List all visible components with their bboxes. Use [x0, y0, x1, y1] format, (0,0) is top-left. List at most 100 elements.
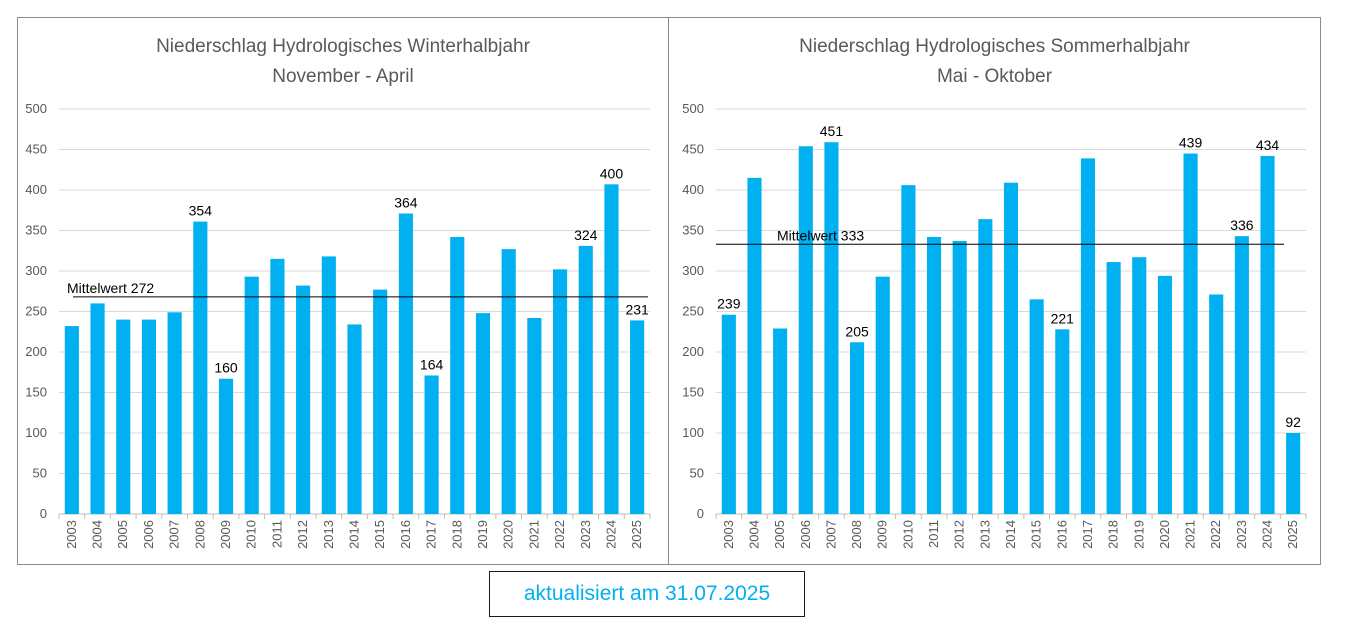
bar	[1157, 275, 1172, 514]
data-label: 221	[1051, 310, 1075, 326]
x-tick-label: 2008	[192, 520, 207, 549]
bar	[773, 328, 788, 514]
bar	[1029, 299, 1044, 514]
y-tick-label: 400	[25, 182, 47, 197]
bar	[1132, 257, 1147, 514]
x-tick-label: 2010	[244, 520, 259, 549]
data-label: 239	[717, 296, 741, 312]
bar	[926, 236, 942, 515]
y-tick-label: 450	[25, 142, 47, 157]
y-tick-label: 50	[690, 466, 704, 481]
y-tick-label: 300	[682, 263, 704, 278]
x-tick-label: 2018	[449, 520, 464, 549]
x-tick-label: 2007	[167, 520, 182, 549]
bar	[64, 326, 79, 514]
data-label: 451	[820, 123, 844, 139]
y-tick-label: 100	[682, 425, 704, 440]
x-tick-label: 2021	[526, 520, 541, 549]
bar	[604, 184, 619, 514]
y-tick-label: 350	[25, 223, 47, 238]
bar	[244, 276, 259, 514]
x-tick-label: 2006	[798, 520, 813, 549]
chart-frame	[17, 17, 1321, 565]
bar	[424, 375, 439, 514]
data-label: 164	[420, 356, 444, 372]
x-tick-label: 2009	[218, 520, 233, 549]
bar	[1080, 158, 1096, 514]
y-tick-label: 250	[682, 304, 704, 319]
x-tick-label: 2020	[501, 520, 516, 549]
bar	[978, 219, 993, 514]
bar	[296, 285, 311, 514]
x-tick-label: 2004	[90, 520, 105, 549]
x-tick-label: 2016	[398, 520, 413, 549]
bar	[721, 314, 736, 514]
x-tick-label: 2009	[875, 520, 890, 549]
x-tick-label: 2022	[1208, 520, 1223, 549]
chart-subtitle: Mai - Oktober	[937, 66, 1053, 87]
bar	[167, 312, 182, 514]
x-tick-label: 2012	[295, 520, 310, 549]
bar	[450, 236, 465, 515]
updated-note: aktualisiert am 31.07.2025	[489, 571, 805, 617]
bar	[116, 319, 131, 514]
y-tick-label: 150	[682, 385, 704, 400]
x-tick-label: 2013	[977, 520, 992, 549]
mean-label: Mittelwert 272	[67, 280, 154, 296]
x-tick-label: 2011	[269, 520, 284, 548]
bar	[1055, 329, 1070, 514]
y-tick-label: 350	[682, 223, 704, 238]
x-tick-label: 2019	[1131, 520, 1146, 549]
bar	[850, 342, 865, 514]
data-label: 354	[189, 203, 213, 219]
bar	[373, 289, 388, 514]
y-tick-label: 500	[682, 101, 704, 116]
x-tick-label: 2024	[1260, 520, 1275, 549]
y-tick-label: 0	[40, 506, 47, 521]
bar	[321, 256, 336, 514]
x-tick-label: 2017	[424, 520, 439, 549]
bar	[270, 258, 285, 514]
y-tick-label: 200	[682, 344, 704, 359]
x-tick-label: 2019	[475, 520, 490, 549]
bar	[347, 324, 362, 514]
bar	[1209, 294, 1224, 514]
x-tick-label: 2017	[1080, 520, 1095, 549]
x-tick-label: 2014	[347, 520, 362, 549]
x-tick-label: 2012	[952, 520, 967, 549]
x-tick-label: 2023	[578, 520, 593, 549]
y-tick-label: 50	[33, 466, 47, 481]
bar	[901, 185, 916, 514]
x-tick-label: 2015	[1029, 520, 1044, 549]
x-tick-label: 2023	[1234, 520, 1249, 549]
x-tick-label: 2014	[1003, 520, 1018, 549]
bar	[747, 177, 762, 514]
x-tick-label: 2018	[1106, 520, 1121, 549]
chart-title: Niederschlag Hydrologisches Sommerhalbja…	[799, 36, 1190, 57]
winter-chart: Niederschlag Hydrologisches Winterhalbja…	[25, 36, 651, 549]
bar	[875, 276, 890, 514]
bar	[218, 378, 234, 514]
bar	[90, 303, 105, 514]
data-label: 160	[214, 360, 238, 376]
bar	[578, 245, 593, 514]
x-tick-label: 2003	[721, 520, 736, 549]
y-tick-label: 400	[682, 182, 704, 197]
chart-title: Niederschlag Hydrologisches Winterhalbja…	[156, 36, 531, 57]
data-label: 434	[1256, 137, 1280, 153]
x-tick-label: 2022	[552, 520, 567, 549]
bar	[952, 241, 967, 514]
mean-label: Mittelwert 333	[777, 227, 864, 243]
bar	[475, 313, 491, 514]
x-tick-label: 2024	[603, 520, 618, 549]
bar	[1003, 182, 1019, 514]
bar	[141, 319, 157, 514]
x-tick-label: 2005	[115, 520, 130, 549]
data-label: 400	[600, 165, 624, 181]
x-tick-label: 2025	[1285, 520, 1300, 549]
y-tick-label: 250	[25, 304, 47, 319]
x-tick-label: 2004	[746, 520, 761, 549]
bar	[1183, 153, 1198, 515]
x-tick-label: 2008	[849, 520, 864, 549]
y-tick-label: 0	[697, 506, 704, 521]
